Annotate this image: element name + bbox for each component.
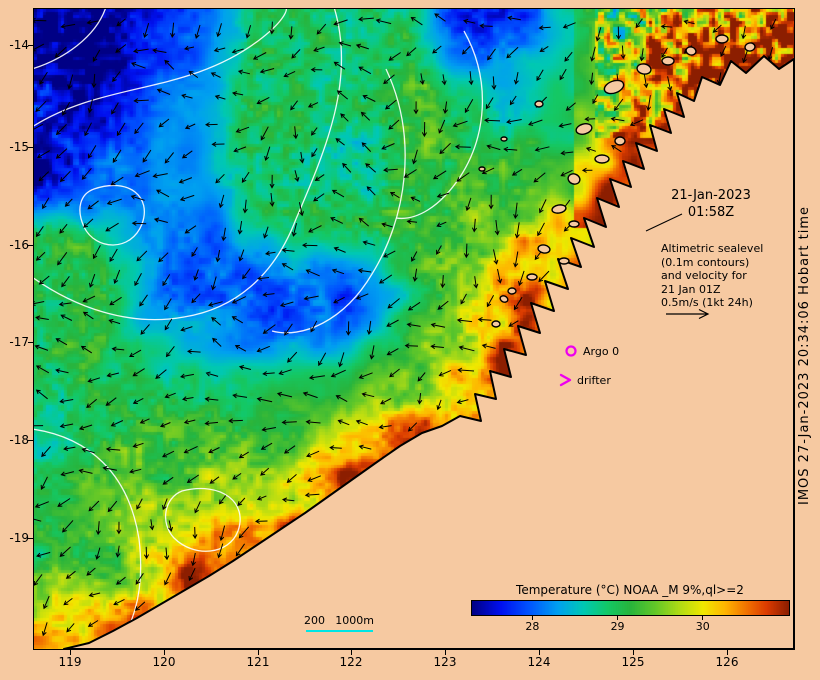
- info-line: 21 Jan 01Z: [661, 282, 721, 296]
- x-tick-mark: [538, 650, 540, 655]
- datetime-annotation: 21-Jan-2023 01:58Z: [646, 187, 776, 221]
- scalebar-label-left: 200: [304, 614, 325, 627]
- x-tick-label: 123: [433, 655, 457, 669]
- velocity-scale-arrow-icon: [666, 308, 710, 320]
- colorbar-tick-label: 30: [695, 620, 710, 633]
- y-tick-mark: [28, 439, 33, 441]
- y-tick-mark: [28, 244, 33, 246]
- date-leader-line: [645, 213, 683, 232]
- x-tick-mark: [444, 650, 446, 655]
- date-text: 21-Jan-2023: [671, 188, 751, 203]
- y-tick-label: -15: [9, 140, 29, 154]
- y-tick-mark: [28, 44, 33, 46]
- scalebar-label-right: 1000m: [335, 614, 374, 627]
- info-line: (0.1m contours): [661, 255, 750, 269]
- info-line: and velocity for: [661, 269, 747, 282]
- argo-label: Argo 0: [583, 345, 620, 358]
- annotation-shapes-layer: [306, 213, 710, 632]
- x-tick-label: 120: [152, 655, 176, 669]
- colorbar-tick-label: 29: [610, 620, 625, 633]
- x-tick-label: 122: [339, 655, 363, 669]
- credit-text: IMOS 27-Jan-2023 20:34:06 Hobart time: [797, 206, 812, 506]
- y-tick-label: -19: [9, 531, 29, 545]
- x-tick-mark: [726, 650, 728, 655]
- colorbar-tick-mark: [531, 616, 533, 620]
- y-tick-label: -17: [9, 335, 29, 349]
- x-tick-mark: [350, 650, 352, 655]
- time-text: 01:58Z: [687, 205, 735, 220]
- colorbar-tick-label: 28: [525, 620, 540, 633]
- info-line: Altimetric sealevel: [661, 242, 764, 255]
- land-coastline-layer: [63, 34, 794, 649]
- y-tick-mark: [28, 146, 33, 148]
- x-tick-mark: [163, 650, 165, 655]
- x-tick-mark: [69, 650, 71, 655]
- drifter-marker[interactable]: [559, 373, 572, 387]
- y-tick-label: -16: [9, 238, 29, 252]
- colorbar-title: Temperature (°C) NOAA _M 9%,ql>=2: [516, 583, 744, 597]
- argo-float-marker[interactable]: [565, 345, 577, 357]
- colorbar-tick-mark: [702, 616, 704, 620]
- legend-info-text: Altimetric sealevel (0.1m contours) and ve…: [661, 242, 763, 310]
- drifter-label: drifter: [577, 374, 611, 387]
- x-tick-mark: [257, 650, 259, 655]
- info-line: 0.5m/s (1kt 24h): [661, 296, 753, 309]
- colorbar-tick-mark: [617, 616, 619, 620]
- current-vectors-layer: [34, 9, 777, 649]
- y-tick-label: -14: [9, 38, 29, 52]
- colorbar-gradient: [471, 600, 790, 616]
- y-tick-mark: [28, 537, 33, 539]
- x-tick-mark: [632, 650, 634, 655]
- x-tick-label: 126: [715, 655, 739, 669]
- y-tick-mark: [28, 341, 33, 343]
- x-tick-label: 121: [246, 655, 270, 669]
- x-tick-label: 119: [58, 655, 82, 669]
- x-tick-label: 125: [621, 655, 645, 669]
- scalebar-labels: 200 1000m: [304, 614, 374, 627]
- map-plot-area[interactable]: 21-Jan-2023 01:58Z Altimetric sealevel (0…: [33, 8, 795, 650]
- y-tick-label: -18: [9, 433, 29, 447]
- x-tick-label: 124: [527, 655, 551, 669]
